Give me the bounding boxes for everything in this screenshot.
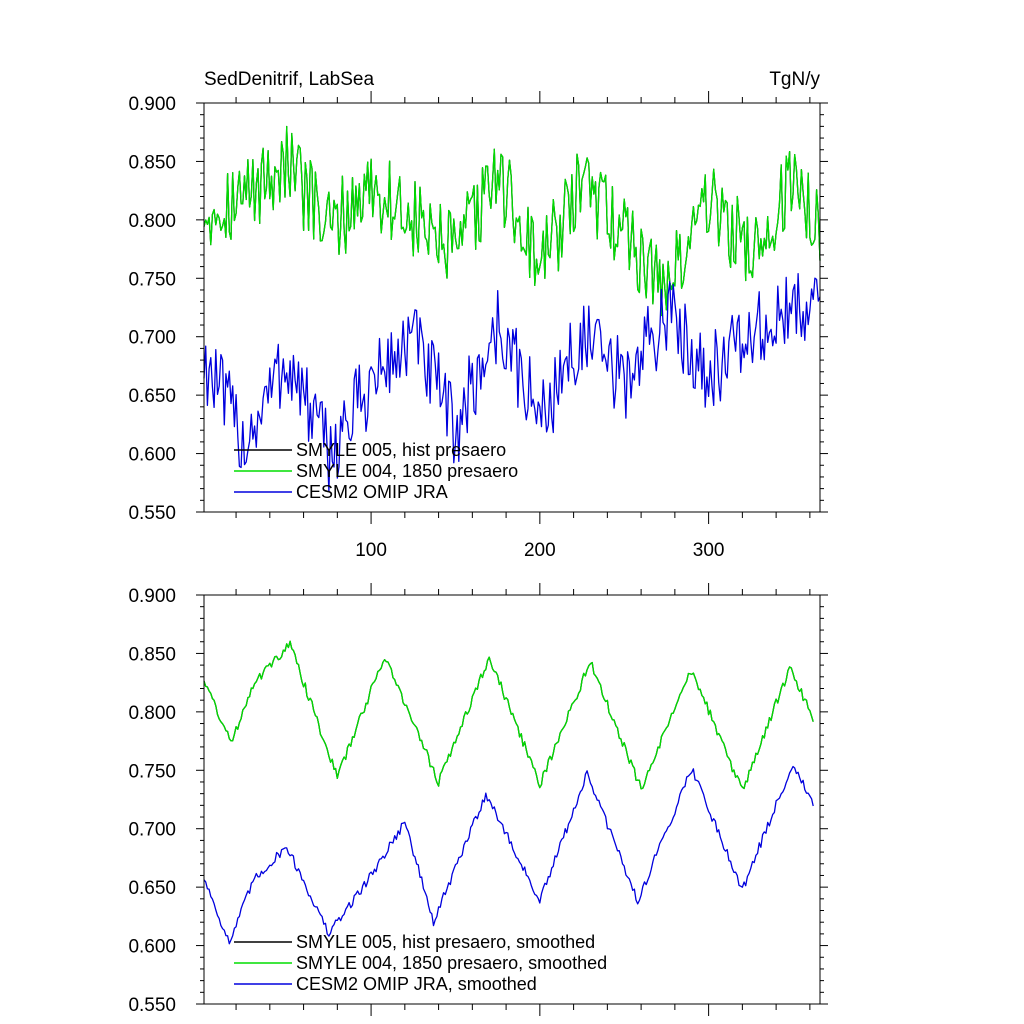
- legend-label-0: SMYLE 005, hist presaero, smoothed: [296, 932, 595, 952]
- top-panel: 0.550 0.600 0.650 0.700 0.750 0.800 0.850 0.900…: [128, 69, 828, 561]
- x-tick-label: 300: [693, 540, 725, 561]
- chart-title: SedDenitrif, LabSea: [204, 69, 374, 90]
- x-tick-label: 200: [524, 540, 556, 561]
- legend-label-2: CESM2 OMIP JRA, smoothed: [296, 974, 537, 994]
- series-line-1: [203, 640, 814, 790]
- y-tick-label: 0.750: [128, 761, 176, 782]
- y-tick-label: 0.550: [128, 503, 176, 524]
- y-tick-label: 0.650: [128, 386, 176, 407]
- legend-label-1: SMYLE 004, 1850 presaero, smoothed: [296, 953, 607, 973]
- series-line-1: [203, 125, 821, 317]
- x-tick-label: 100: [355, 540, 387, 561]
- series-line-0: [203, 640, 814, 790]
- plot-frame: [203, 594, 821, 1005]
- plot-frame: [203, 102, 821, 513]
- y-tick-label: 0.700: [128, 820, 176, 841]
- y-tick-label: 0.700: [128, 328, 176, 349]
- bottom-panel: 0.550 0.600 0.650 0.700 0.750 0.800 0.850 0.900…: [128, 583, 828, 1016]
- legend-label-1: SMYLE 004, 1850 presaero: [296, 461, 518, 481]
- y-tick-label: 0.900: [128, 94, 176, 115]
- legend-label-0: SMYLE 005, hist presaero: [296, 440, 506, 460]
- y-tick-label: 0.750: [128, 269, 176, 290]
- y-tick-label: 0.550: [128, 995, 176, 1016]
- y-tick-label: 0.800: [128, 211, 176, 232]
- series-line-2: [203, 765, 814, 945]
- y-tick-label: 0.900: [128, 586, 176, 607]
- y-tick-label: 0.600: [128, 445, 176, 466]
- y-tick-label: 0.800: [128, 703, 176, 724]
- legend-label-2: CESM2 OMIP JRA: [296, 482, 448, 502]
- y-tick-label: 0.850: [128, 644, 176, 665]
- y-tick-label: 0.650: [128, 878, 176, 899]
- y-tick-label: 0.600: [128, 937, 176, 958]
- units-label: TgN/y: [769, 69, 820, 90]
- y-tick-label: 0.850: [128, 152, 176, 173]
- series-line-2: [203, 273, 821, 492]
